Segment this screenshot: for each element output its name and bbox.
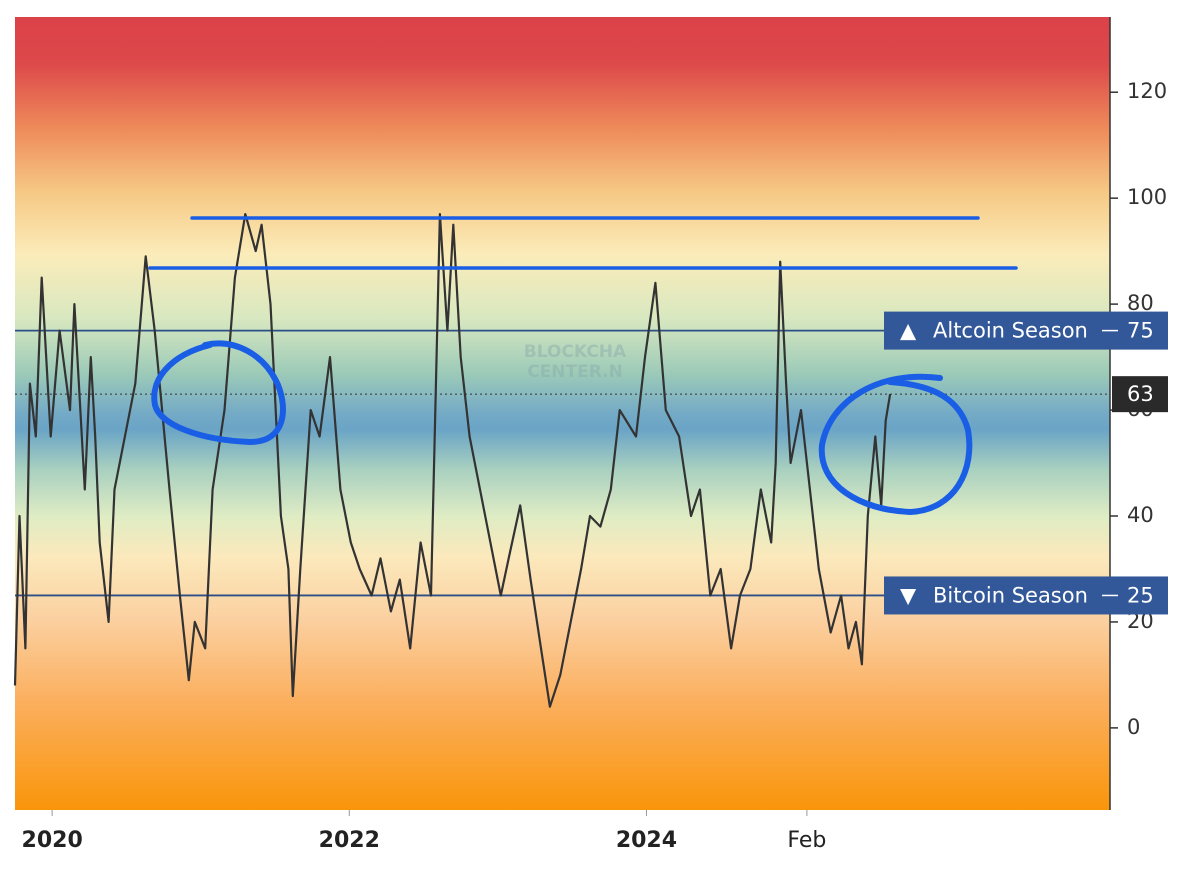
watermark: BLOCKCHA (524, 342, 627, 362)
x-tick-label: 2022 (319, 828, 380, 853)
watermark: CENTER.N (527, 362, 623, 382)
y-tick-label: 0 (1127, 715, 1140, 739)
y-tick-label: 40 (1127, 503, 1154, 527)
y-tick-label: 100 (1127, 185, 1167, 209)
reference-tag (884, 576, 1168, 615)
reference-marker: ▼ (900, 583, 917, 607)
reference-tag (884, 311, 1168, 350)
reference-marker: ▲ (900, 319, 917, 343)
plot-background (15, 17, 1110, 810)
current-value-tag (1112, 376, 1168, 413)
annotation-circle (818, 373, 973, 516)
x-tick-label: 2020 (22, 828, 83, 853)
y-tick-label: 80 (1127, 291, 1154, 315)
y-tick-label: 120 (1127, 79, 1167, 103)
x-tick-label: Feb (787, 828, 826, 853)
annotation-circle (151, 340, 286, 446)
reference-value: 25 (1127, 583, 1154, 607)
series-line (13, 213, 892, 708)
reference-value: 75 (1127, 319, 1154, 343)
x-tick-label: 2024 (616, 828, 677, 853)
reference-label: Altcoin Season (933, 319, 1088, 343)
current-value-label: 63 (1127, 382, 1154, 406)
reference-label: Bitcoin Season (933, 583, 1088, 607)
annotations (148, 216, 1018, 516)
